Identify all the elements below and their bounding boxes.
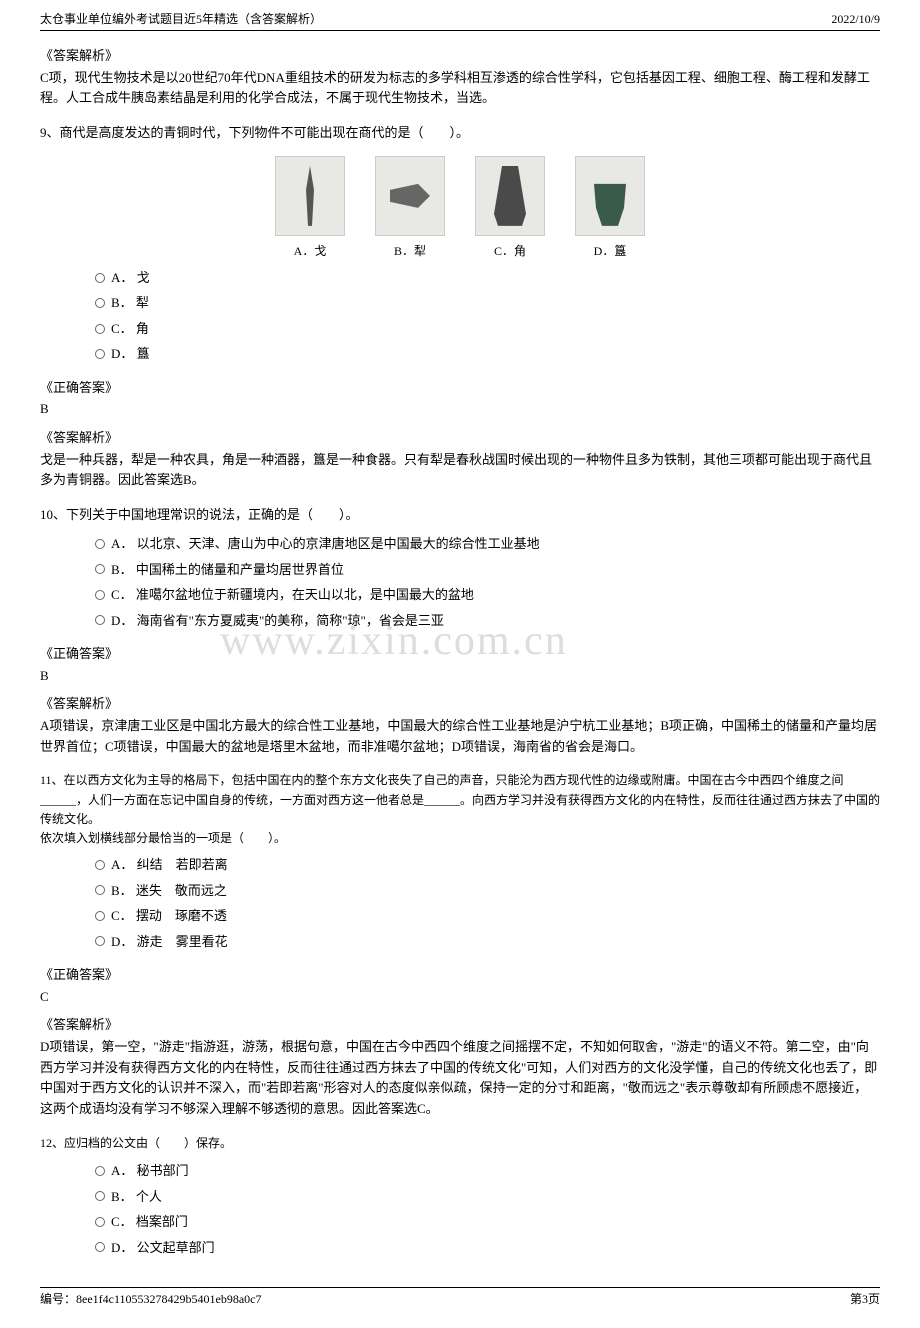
radio-icon[interactable]	[95, 564, 105, 574]
radio-icon[interactable]	[95, 298, 105, 308]
option-label: C． 档案部门	[111, 1212, 188, 1232]
q9-option-d[interactable]: D． 簋	[95, 344, 880, 364]
option-label: A． 纠结 若即若离	[111, 855, 228, 875]
option-label: B． 迷失 敬而远之	[111, 881, 227, 901]
q10-analysis: A项错误，京津唐工业区是中国北方最大的综合性工业基地，中国最大的综合性工业基地是…	[40, 716, 880, 758]
q9-img-caption-a: A．戈	[294, 242, 327, 260]
q10-option-b[interactable]: B． 中国稀土的储量和产量均居世界首位	[95, 560, 880, 580]
q10-stem: 10、下列关于中国地理常识的说法，正确的是（ ）。	[40, 505, 880, 526]
q9-stem: 9、商代是高度发达的青铜时代，下列物件不可能出现在商代的是（ ）。	[40, 123, 880, 144]
q9-answer-title: 《正确答案》	[40, 378, 880, 398]
q9-answer: B	[40, 399, 880, 420]
q9-options: A． 戈 B． 犁 C． 角 D． 簋	[95, 268, 880, 364]
q10-option-d[interactable]: D． 海南省有"东方夏威夷"的美称，简称"琼"，省会是三亚	[95, 611, 880, 631]
q10-option-c[interactable]: C． 准噶尔盆地位于新疆境内，在天山以北，是中国最大的盆地	[95, 585, 880, 605]
q10-answer-title: 《正确答案》	[40, 644, 880, 664]
artifact-image-d	[575, 156, 645, 236]
q11-option-d[interactable]: D． 游走 雾里看花	[95, 932, 880, 952]
q9-analysis-title: 《答案解析》	[40, 428, 880, 448]
q11-option-b[interactable]: B． 迷失 敬而远之	[95, 881, 880, 901]
option-label: D． 游走 雾里看花	[111, 932, 228, 952]
q9-img-caption-b: B．犁	[394, 242, 426, 260]
option-label: C． 摆动 琢磨不透	[111, 906, 227, 926]
q9-option-b[interactable]: B． 犁	[95, 293, 880, 313]
option-label: B． 中国稀土的储量和产量均居世界首位	[111, 560, 344, 580]
page-header: 太仓事业单位编外考试题目近5年精选（含答案解析） 2022/10/9	[40, 10, 880, 31]
option-label: D． 簋	[111, 344, 150, 364]
q10-analysis-title: 《答案解析》	[40, 694, 880, 714]
q9-img-c: C．角	[475, 156, 545, 260]
option-label: A． 戈	[111, 268, 150, 288]
q11-stem1: 11、在以西方文化为主导的格局下，包括中国在内的整个东方文化丧失了自己的声音，只…	[40, 771, 880, 829]
q10-answer: B	[40, 666, 880, 687]
artifact-image-a	[275, 156, 345, 236]
radio-icon[interactable]	[95, 1242, 105, 1252]
page-footer: 编号：8ee1f4c110553278429b5401eb98a0c7 第3页	[40, 1287, 880, 1308]
q9-option-c[interactable]: C． 角	[95, 319, 880, 339]
radio-icon[interactable]	[95, 1166, 105, 1176]
q11-option-a[interactable]: A． 纠结 若即若离	[95, 855, 880, 875]
q11-options: A． 纠结 若即若离 B． 迷失 敬而远之 C． 摆动 琢磨不透 D． 游走 雾…	[95, 855, 880, 951]
radio-icon[interactable]	[95, 860, 105, 870]
radio-icon[interactable]	[95, 885, 105, 895]
q9-img-b: B．犁	[375, 156, 445, 260]
radio-icon[interactable]	[95, 273, 105, 283]
q9-option-a[interactable]: A． 戈	[95, 268, 880, 288]
q9-analysis: 戈是一种兵器，犁是一种农具，角是一种酒器，簋是一种食器。只有犁是春秋战国时候出现…	[40, 450, 880, 492]
option-label: B． 个人	[111, 1187, 162, 1207]
q9-image-row: A．戈 B．犁 C．角 D．簋	[40, 156, 880, 260]
q12-option-d[interactable]: D． 公文起草部门	[95, 1238, 880, 1258]
option-label: C． 角	[111, 319, 149, 339]
option-label: D． 公文起草部门	[111, 1238, 215, 1258]
radio-icon[interactable]	[95, 590, 105, 600]
q9-img-caption-d: D．簋	[594, 242, 627, 260]
radio-icon[interactable]	[95, 539, 105, 549]
radio-icon[interactable]	[95, 1191, 105, 1201]
artifact-image-c	[475, 156, 545, 236]
q11-analysis-title: 《答案解析》	[40, 1015, 880, 1035]
option-label: B． 犁	[111, 293, 149, 313]
q11-answer: C	[40, 987, 880, 1008]
option-label: C． 准噶尔盆地位于新疆境内，在天山以北，是中国最大的盆地	[111, 585, 474, 605]
radio-icon[interactable]	[95, 615, 105, 625]
q12-option-c[interactable]: C． 档案部门	[95, 1212, 880, 1232]
artifact-image-b	[375, 156, 445, 236]
footer-id: 编号：8ee1f4c110553278429b5401eb98a0c7	[40, 1290, 262, 1308]
footer-page: 第3页	[850, 1290, 880, 1308]
q11-analysis: D项错误，第一空，"游走"指游逛，游荡，根据句意，中国在古今中西四个维度之间摇摆…	[40, 1037, 880, 1120]
q11-answer-title: 《正确答案》	[40, 965, 880, 985]
q12-stem: 12、应归档的公文由（ ）保存。	[40, 1134, 880, 1153]
option-label: A． 以北京、天津、唐山为中心的京津唐地区是中国最大的综合性工业基地	[111, 534, 540, 554]
q9-img-d: D．簋	[575, 156, 645, 260]
q11-stem2: 依次填入划横线部分最恰当的一项是（ ）。	[40, 829, 880, 847]
pre-analysis-text: C项，现代生物技术是以20世纪70年代DNA重组技术的研发为标志的多学科相互渗透…	[40, 68, 880, 110]
q10-option-a[interactable]: A． 以北京、天津、唐山为中心的京津唐地区是中国最大的综合性工业基地	[95, 534, 880, 554]
pre-analysis-title: 《答案解析》	[40, 46, 880, 66]
q9-img-a: A．戈	[275, 156, 345, 260]
q9-img-caption-c: C．角	[494, 242, 526, 260]
q10-options: A． 以北京、天津、唐山为中心的京津唐地区是中国最大的综合性工业基地 B． 中国…	[95, 534, 880, 630]
q12-option-a[interactable]: A． 秘书部门	[95, 1161, 880, 1181]
radio-icon[interactable]	[95, 349, 105, 359]
q11-option-c[interactable]: C． 摆动 琢磨不透	[95, 906, 880, 926]
header-date: 2022/10/9	[831, 10, 880, 28]
radio-icon[interactable]	[95, 911, 105, 921]
q12-option-b[interactable]: B． 个人	[95, 1187, 880, 1207]
radio-icon[interactable]	[95, 936, 105, 946]
q12-options: A． 秘书部门 B． 个人 C． 档案部门 D． 公文起草部门	[95, 1161, 880, 1257]
option-label: A． 秘书部门	[111, 1161, 189, 1181]
header-title: 太仓事业单位编外考试题目近5年精选（含答案解析）	[40, 10, 322, 28]
radio-icon[interactable]	[95, 1217, 105, 1227]
radio-icon[interactable]	[95, 324, 105, 334]
option-label: D． 海南省有"东方夏威夷"的美称，简称"琼"，省会是三亚	[111, 611, 444, 631]
